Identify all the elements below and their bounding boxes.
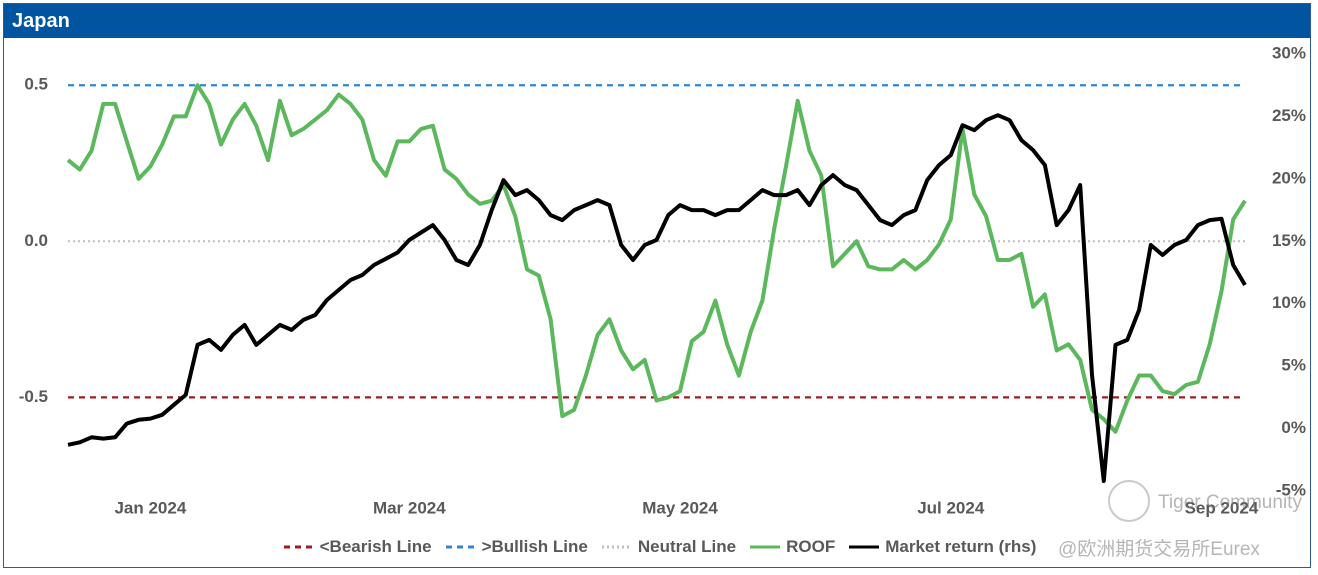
watermark-logo: [1108, 480, 1150, 522]
x-tick-label: Sep 2024: [1185, 498, 1259, 517]
y2-tick-label: 5%: [1281, 356, 1306, 375]
legend-swatch: [750, 545, 781, 549]
legend-swatch: [601, 545, 632, 549]
y2-tick-label: 10%: [1272, 293, 1306, 312]
legend-item: Neutral Line: [600, 537, 736, 557]
y2-tick-label: -5%: [1276, 480, 1306, 499]
y-tick-label: -0.5: [19, 387, 48, 406]
x-tick-label: Mar 2024: [373, 498, 446, 517]
legend-swatch: [849, 545, 880, 549]
legend-item: <Bearish Line: [282, 537, 432, 557]
chart-title: Japan: [4, 4, 1310, 38]
x-tick-label: Jan 2024: [114, 498, 186, 517]
y2-tick-label: 30%: [1272, 43, 1306, 62]
watermark: Tiger Community: [1158, 492, 1302, 513]
legend-item: ROOF: [748, 537, 835, 557]
series-line: [66, 83, 1247, 434]
legend-item: Market return (rhs): [847, 537, 1036, 557]
x-tick-label: May 2024: [642, 498, 718, 517]
legend-label: >Bullish Line: [481, 537, 588, 556]
x-tick-label: Jul 2024: [917, 498, 985, 517]
logo-ring: [1108, 480, 1150, 522]
legend-label: Market return (rhs): [885, 537, 1037, 556]
y-tick-label: 0.0: [24, 231, 48, 250]
frame: [3, 3, 1311, 568]
y2-tick-label: 15%: [1272, 231, 1306, 250]
y2-tick-label: 25%: [1272, 106, 1306, 125]
y2-tick-label: 0%: [1281, 418, 1306, 437]
legend-swatch: [283, 545, 314, 549]
legend-label: ROOF: [786, 537, 836, 556]
series-line: [67, 113, 1247, 483]
legend-label: <Bearish Line: [319, 537, 432, 556]
y2-tick-label: 20%: [1272, 168, 1306, 187]
legend-swatch: [445, 545, 476, 549]
y-tick-label: 0.5: [24, 75, 48, 94]
legend: <Bearish Line >Bullish Line Neutral Line RO…: [0, 533, 1318, 561]
watermark: @欧洲期货交易所Eurex: [1058, 539, 1260, 560]
legend-label: Neutral Line: [637, 537, 737, 556]
legend-item: >Bullish Line: [444, 537, 588, 557]
